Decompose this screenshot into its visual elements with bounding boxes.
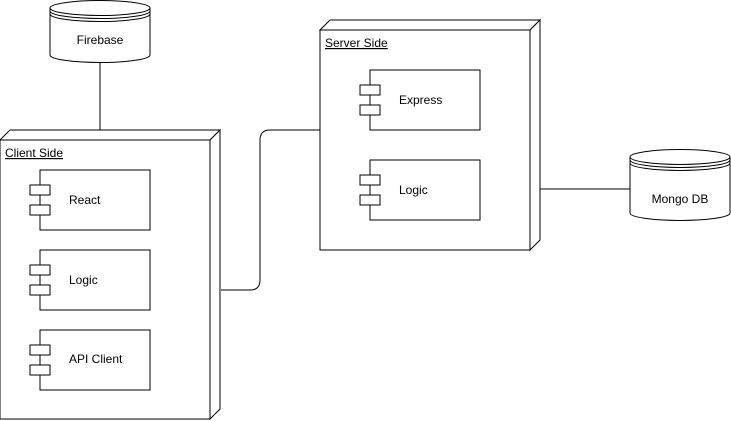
component-icon [29,284,51,296]
component-client-logic: Logic [29,249,151,311]
component-server-logic: Logic [359,159,481,221]
component-icon [29,184,51,196]
component-icon [359,174,381,186]
firebase-database: Firebase [49,0,151,63]
component-label: Express [399,93,442,107]
component-icon [359,84,381,96]
component-icon [359,194,381,206]
component-label: Logic [399,183,428,197]
component-icon [29,344,51,356]
component-icon [29,364,51,376]
component-icon [29,204,51,216]
mongodb-label: Mongo DB [652,192,709,206]
component-api-client: API Client [29,329,151,391]
component-label: API Client [69,352,123,366]
component-express: Express [359,69,481,131]
client-side-label: Client Side [5,146,63,160]
database-icon [629,149,731,221]
component-icon [359,104,381,116]
component-react: React [29,169,151,231]
database-icon [49,0,151,63]
firebase-label: Firebase [77,33,124,47]
component-label: React [69,193,101,207]
connector-client-server [221,129,320,291]
component-label: Logic [69,273,98,287]
server-side-label: Server Side [325,36,388,50]
mongodb-database: Mongo DB [629,149,731,221]
component-icon [29,264,51,276]
